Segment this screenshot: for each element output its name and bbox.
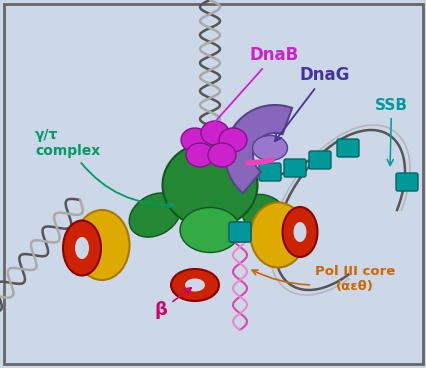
Ellipse shape <box>184 279 204 291</box>
FancyBboxPatch shape <box>308 151 330 169</box>
FancyBboxPatch shape <box>283 159 305 177</box>
Ellipse shape <box>170 269 219 301</box>
Ellipse shape <box>241 194 288 236</box>
FancyBboxPatch shape <box>228 222 250 242</box>
FancyBboxPatch shape <box>4 4 422 364</box>
Ellipse shape <box>75 237 89 259</box>
Text: SSB: SSB <box>374 98 407 166</box>
Ellipse shape <box>74 210 129 280</box>
FancyBboxPatch shape <box>259 163 280 181</box>
Ellipse shape <box>252 135 287 160</box>
Ellipse shape <box>181 128 208 152</box>
FancyBboxPatch shape <box>395 173 417 191</box>
Ellipse shape <box>186 143 213 167</box>
Ellipse shape <box>201 121 228 145</box>
Text: Pol III core
(αεθ): Pol III core (αεθ) <box>251 265 394 293</box>
Ellipse shape <box>63 220 101 276</box>
Ellipse shape <box>129 193 180 237</box>
Ellipse shape <box>219 128 246 152</box>
Text: DnaB: DnaB <box>208 46 299 130</box>
Ellipse shape <box>207 143 236 167</box>
Wedge shape <box>225 105 291 193</box>
Ellipse shape <box>282 207 317 257</box>
FancyBboxPatch shape <box>336 139 358 157</box>
Text: γ/τ
complex: γ/τ complex <box>35 128 173 208</box>
Ellipse shape <box>180 208 239 252</box>
Ellipse shape <box>162 142 257 227</box>
Ellipse shape <box>250 202 305 268</box>
Ellipse shape <box>293 222 306 242</box>
Text: DnaG: DnaG <box>274 66 350 141</box>
Text: β: β <box>155 288 191 319</box>
